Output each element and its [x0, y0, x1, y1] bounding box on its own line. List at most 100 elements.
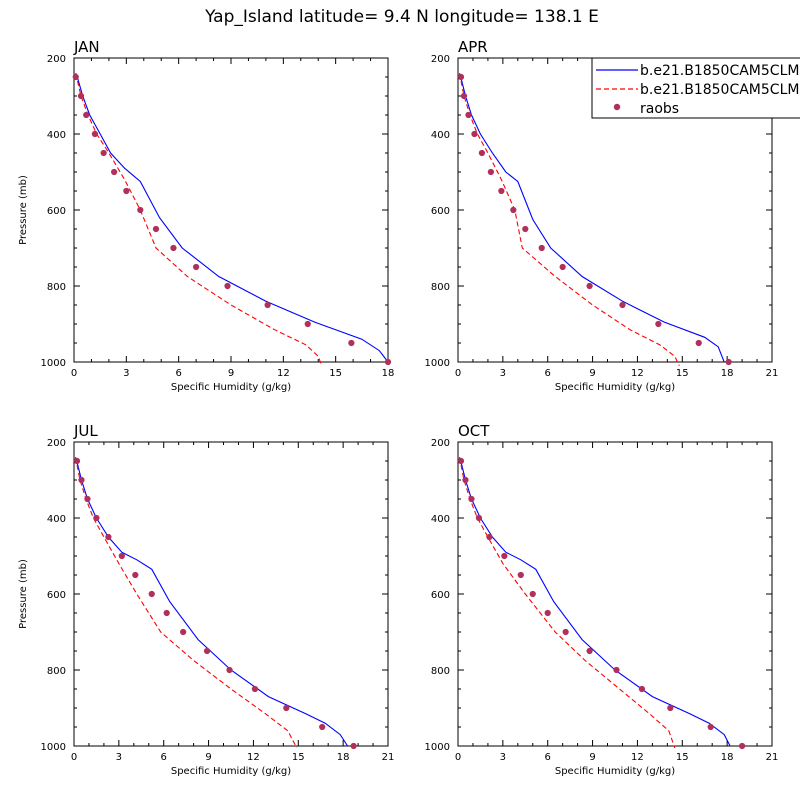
x-tick-label: 18	[721, 368, 734, 379]
obs-point	[619, 301, 626, 309]
obs-point	[152, 225, 160, 233]
obs-point	[475, 514, 483, 522]
obs-point	[170, 244, 177, 252]
plot-frame	[457, 441, 773, 747]
x-tick-label: 6	[545, 368, 551, 379]
x-tick-label: 21	[766, 752, 779, 763]
obs-point	[91, 130, 99, 138]
x-tick-label: 3	[116, 752, 122, 763]
y-tick-label: 1000	[41, 358, 66, 369]
x-tick-label: 6	[545, 752, 551, 763]
model1-line	[74, 457, 349, 747]
x-tick-label: 0	[71, 752, 77, 763]
x-axis-label: Specific Humidity (g/kg)	[555, 766, 675, 777]
y-tick-label: 600	[47, 206, 66, 217]
legend-label-obs: raobs	[640, 101, 679, 117]
obs-point	[78, 476, 85, 484]
obs-point	[586, 647, 593, 655]
x-axis-label: Specific Humidity (g/kg)	[171, 766, 291, 777]
x-tick-label: 6	[175, 368, 181, 379]
x-tick-label: 18	[721, 752, 734, 763]
y-tick-label: 600	[431, 206, 450, 217]
obs-point	[148, 590, 155, 598]
obs-point	[586, 282, 593, 290]
obs-point	[72, 73, 79, 81]
obs-point	[84, 495, 91, 503]
model1-line	[75, 73, 389, 363]
figure-title: Yap_Island latitude= 9.4 N longitude= 13…	[204, 7, 599, 27]
x-tick-label: 3	[500, 368, 506, 379]
panel-jan: JAN 0 3 6 9 12 15 18 200 400 600 800 1000 Specific Hu…	[18, 38, 394, 393]
x-axis-label: Specific Humidity (g/kg)	[171, 382, 291, 393]
obs-point	[522, 225, 529, 233]
x-tick-label: 12	[631, 368, 644, 379]
obs-point	[460, 92, 468, 100]
obs-point	[457, 457, 465, 465]
panel-jul: JUL 0 3 6 9 12 15 18 21 200 400 600 800 1000 Specific …	[18, 422, 394, 777]
x-tick-label: 0	[455, 752, 461, 763]
panel-title: JAN	[73, 38, 100, 56]
obs-point	[529, 590, 536, 598]
model2-line	[74, 457, 298, 749]
legend-label-model2: b.e21.B1850CAM5CLM	[640, 82, 799, 98]
model2-line	[458, 457, 676, 749]
y-axis-label: Pressure (mb)	[18, 175, 29, 245]
x-tick-label: 9	[205, 752, 211, 763]
plot-frame	[73, 441, 389, 747]
obs-point	[667, 704, 674, 712]
y-tick-label: 1000	[425, 742, 450, 753]
obs-point	[73, 457, 81, 465]
y-axis-label: Pressure (mb)	[18, 559, 29, 629]
obs-point	[193, 263, 200, 271]
obs-point	[462, 476, 469, 484]
x-tick-label: 0	[455, 368, 461, 379]
obs-point	[638, 685, 646, 693]
x-tick-label: 15	[676, 368, 689, 379]
obs-point	[510, 206, 517, 214]
obs-point	[264, 301, 271, 309]
model1-line	[458, 457, 731, 747]
y-tick-label: 200	[47, 438, 66, 449]
y-tick-label: 200	[47, 54, 66, 65]
obs-point	[180, 628, 187, 636]
obs-point	[517, 571, 524, 579]
x-tick-label: 0	[71, 368, 77, 379]
obs-point	[559, 263, 566, 271]
y-tick-label: 400	[431, 514, 450, 525]
y-tick-label: 800	[47, 282, 66, 293]
y-tick-label: 200	[431, 54, 450, 65]
x-tick-label: 3	[500, 752, 506, 763]
panel-oct: OCT 0 3 6 9 12 15 18 21 200 400 600 800 1000 Specific …	[425, 422, 779, 777]
obs-point	[544, 609, 551, 617]
panel-title: APR	[458, 38, 488, 56]
x-tick-label: 12	[277, 368, 290, 379]
x-tick-label: 9	[228, 368, 234, 379]
x-tick-label: 6	[161, 752, 167, 763]
x-tick-label: 15	[329, 368, 342, 379]
obs-point	[137, 206, 144, 214]
obs-point	[538, 244, 545, 252]
model1-line	[458, 73, 725, 363]
obs-point	[465, 111, 472, 119]
x-axis-label: Specific Humidity (g/kg)	[555, 382, 675, 393]
x-tick-label: 18	[382, 368, 395, 379]
obs-point	[468, 495, 475, 503]
x-tick-label: 9	[589, 752, 595, 763]
obs-point	[738, 742, 746, 750]
obs-point	[562, 628, 569, 636]
obs-point	[498, 187, 505, 195]
obs-point	[163, 609, 170, 617]
obs-point	[655, 320, 662, 328]
y-tick-label: 400	[431, 130, 450, 141]
obs-point	[350, 742, 357, 750]
obs-point	[105, 533, 112, 541]
panel-title: JUL	[73, 422, 98, 440]
model2-line	[75, 73, 323, 366]
obs-point	[123, 187, 130, 195]
obs-point	[457, 73, 465, 81]
y-tick-label: 200	[431, 438, 450, 449]
x-tick-label: 21	[382, 752, 395, 763]
obs-point	[695, 339, 702, 347]
